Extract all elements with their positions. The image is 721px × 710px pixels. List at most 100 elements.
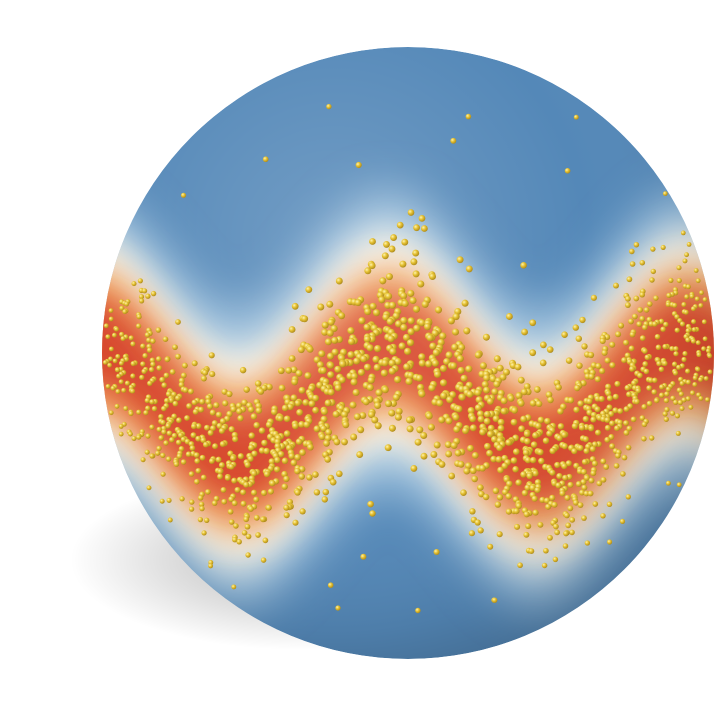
particle — [599, 367, 606, 375]
particle — [501, 488, 509, 496]
particle — [207, 429, 214, 436]
particle — [420, 431, 428, 440]
particle — [469, 415, 477, 423]
particle — [639, 259, 646, 266]
particle — [199, 454, 206, 461]
particle — [604, 424, 611, 431]
particle — [595, 362, 602, 370]
particle — [600, 513, 606, 519]
particle — [418, 359, 426, 367]
particle — [416, 426, 424, 434]
particle — [577, 400, 584, 407]
particle — [215, 456, 222, 463]
particle — [166, 430, 173, 436]
particle — [643, 307, 650, 313]
particle — [477, 410, 484, 418]
particle — [333, 438, 341, 446]
particle — [557, 423, 565, 430]
particle — [171, 432, 178, 439]
particle — [306, 474, 313, 481]
particle — [574, 384, 581, 392]
particle — [699, 290, 704, 296]
particle — [438, 460, 446, 468]
particle — [483, 386, 491, 394]
particle — [486, 449, 493, 457]
particle — [642, 348, 648, 354]
particle — [140, 361, 146, 367]
particle — [253, 514, 260, 521]
particle — [175, 439, 182, 446]
particle — [665, 301, 671, 308]
particle — [174, 395, 181, 401]
particle — [577, 444, 584, 452]
particle — [320, 408, 328, 416]
particle — [650, 246, 656, 252]
particle — [626, 276, 633, 283]
particle — [166, 497, 172, 503]
particle — [609, 362, 616, 369]
particle — [313, 489, 321, 496]
particle — [394, 357, 402, 366]
particle — [457, 366, 465, 374]
particle — [483, 374, 491, 382]
particle — [487, 543, 494, 550]
particle — [260, 489, 268, 496]
particle — [162, 336, 169, 343]
particle — [477, 415, 485, 423]
particle — [114, 403, 120, 409]
particle — [339, 360, 347, 368]
particle — [446, 396, 454, 404]
particle — [245, 533, 252, 540]
particle — [581, 515, 587, 521]
particle — [561, 463, 568, 470]
particle — [529, 399, 537, 407]
particle — [263, 471, 271, 478]
particle — [288, 452, 295, 460]
particle — [400, 323, 408, 332]
particle — [350, 378, 358, 386]
particle — [481, 380, 489, 388]
particle — [445, 417, 453, 425]
particle — [296, 409, 303, 416]
particle — [220, 487, 227, 493]
particle — [230, 406, 237, 413]
particle — [179, 496, 185, 502]
particle — [417, 383, 425, 391]
particle — [353, 357, 361, 365]
particle — [253, 421, 260, 429]
particle — [200, 437, 207, 444]
particle — [202, 369, 209, 376]
particle — [160, 419, 166, 426]
particle — [520, 261, 527, 269]
particle — [363, 335, 371, 343]
particle — [108, 308, 114, 313]
particle — [546, 430, 553, 437]
particle — [696, 392, 702, 398]
particle — [197, 516, 204, 523]
particle — [115, 367, 120, 373]
particle — [358, 317, 366, 325]
particle — [115, 389, 121, 394]
particle — [250, 489, 258, 496]
particle — [537, 448, 544, 456]
particle — [439, 364, 448, 373]
particle — [652, 321, 658, 327]
particle — [208, 563, 214, 569]
particle — [307, 443, 314, 451]
particle — [474, 351, 482, 359]
particle — [407, 317, 415, 325]
particle — [233, 523, 239, 529]
particle — [290, 459, 298, 467]
particle — [556, 473, 563, 480]
particle — [438, 416, 446, 424]
particle — [138, 298, 145, 304]
particle — [357, 426, 365, 434]
particle — [190, 423, 197, 430]
particle — [385, 292, 393, 300]
particle — [496, 494, 504, 501]
particle — [500, 407, 508, 415]
particle — [228, 463, 235, 470]
particle — [561, 431, 568, 438]
particle — [306, 345, 314, 353]
particle — [563, 512, 570, 519]
